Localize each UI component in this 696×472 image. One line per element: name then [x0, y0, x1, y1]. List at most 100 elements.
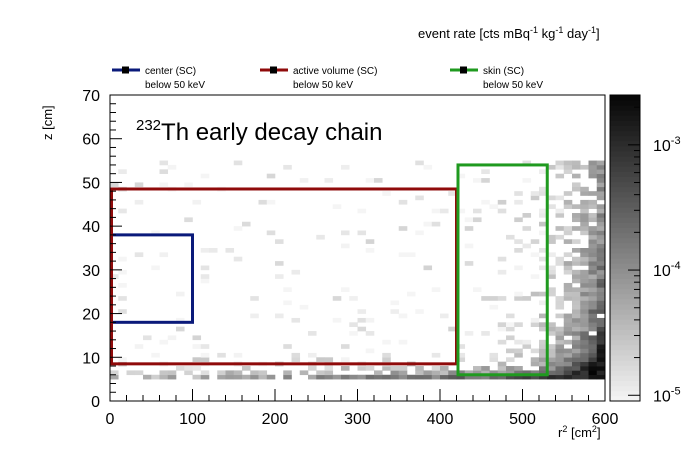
heatmap-cell	[555, 313, 565, 319]
heatmap-cell	[415, 195, 424, 201]
heatmap-cell	[547, 239, 556, 244]
heatmap-cell	[398, 374, 408, 380]
heatmap-cell	[473, 217, 482, 223]
heatmap-cell	[365, 331, 375, 336]
heatmap-cell	[572, 361, 581, 367]
heatmap-cell	[440, 366, 449, 371]
heatmap-cell	[563, 230, 573, 236]
heatmap-cell	[539, 265, 548, 271]
heatmap-cell	[572, 370, 581, 376]
heatmap-cell	[431, 287, 441, 293]
heatmap-cell	[588, 282, 598, 288]
heatmap-cell	[580, 213, 589, 218]
heatmap-cell	[382, 191, 391, 196]
heatmap-cell	[563, 322, 573, 327]
y-tick-label: 70	[82, 88, 100, 105]
heatmap-cell	[588, 309, 598, 314]
heatmap-cell	[530, 322, 540, 327]
heatmap-cell	[530, 291, 540, 297]
heatmap-cell	[563, 239, 573, 244]
heatmap-cell	[530, 374, 540, 380]
y-axis-title: z [cm]	[40, 105, 55, 140]
heatmap-cell	[398, 370, 408, 376]
heatmap-cell	[572, 213, 581, 218]
heatmap-cell	[572, 339, 581, 345]
heatmap-cell	[588, 335, 598, 341]
heatmap-cell	[580, 252, 589, 258]
heatmap-cell	[572, 366, 581, 371]
heatmap-cell	[563, 348, 573, 354]
heatmap-cell	[398, 252, 408, 258]
heatmap-cell	[539, 370, 548, 376]
heatmap-cell	[159, 182, 169, 188]
heatmap-cell	[580, 339, 589, 345]
heatmap-cell	[555, 160, 565, 166]
heatmap-cell	[110, 374, 119, 380]
heatmap-cell	[539, 208, 548, 214]
heatmap-cell	[299, 178, 309, 183]
color-scale-step	[610, 115, 640, 121]
heatmap-cell	[522, 213, 532, 218]
heatmap-cell	[572, 278, 581, 284]
heatmap-cell	[341, 344, 350, 349]
heatmap-cell	[489, 296, 499, 301]
heatmap-cell	[506, 335, 515, 341]
heatmap-cell	[200, 248, 210, 253]
heatmap-cell	[572, 326, 581, 332]
heatmap-cell	[357, 317, 367, 323]
heatmap-cell	[563, 326, 573, 332]
heatmap-cell	[588, 296, 598, 301]
heatmap-cell	[398, 199, 408, 205]
heatmap-cell	[596, 361, 606, 367]
heatmap-cell	[200, 274, 210, 279]
heatmap-cell	[596, 370, 606, 376]
heatmap-cell	[547, 352, 556, 358]
heatmap-cell	[580, 300, 589, 306]
heatmap-cell	[588, 274, 598, 279]
heatmap-cell	[588, 374, 598, 380]
heatmap-cell	[555, 256, 565, 262]
heatmap-cell	[382, 339, 391, 345]
heatmap-cell	[596, 322, 606, 327]
heatmap-cell	[332, 204, 342, 209]
heatmap-cell	[596, 348, 606, 354]
x-tick-label: 600	[592, 411, 619, 428]
heatmap-cell	[563, 317, 573, 323]
color-scale-step	[610, 385, 640, 392]
color-scale-step	[610, 360, 640, 366]
heatmap-cell	[159, 169, 169, 174]
heatmap-cell	[596, 256, 606, 262]
heatmap-cell	[539, 291, 548, 297]
heatmap-cell	[596, 226, 606, 231]
heatmap-cell	[572, 296, 581, 301]
heatmap-cell	[291, 357, 301, 362]
heatmap-cell	[588, 265, 598, 271]
heatmap-cell	[266, 374, 276, 380]
heatmap-cell	[184, 182, 193, 188]
heatmap-cell	[572, 357, 581, 362]
heatmap-cell	[588, 234, 598, 240]
heatmap-cell	[596, 269, 606, 275]
heatmap-cell	[464, 261, 474, 266]
heatmap-cell	[572, 291, 581, 297]
heatmap-cell	[596, 282, 606, 288]
heatmap-cell	[596, 374, 606, 380]
heatmap-cell	[283, 164, 292, 170]
heatmap-cell	[580, 304, 589, 310]
color-scale-step	[610, 319, 640, 325]
heatmap-cell	[407, 291, 416, 297]
heatmap-cell	[530, 348, 540, 354]
heatmap-cell	[555, 335, 565, 341]
heatmap-cell	[588, 317, 598, 323]
heatmap-cell	[514, 370, 523, 376]
heatmap-cell	[596, 317, 606, 323]
color-scale-step	[610, 237, 640, 244]
color-scale-step	[610, 161, 640, 167]
heatmap-cell	[357, 309, 367, 314]
heatmap-cell	[275, 261, 284, 266]
heatmap-cell	[506, 374, 515, 380]
heatmap-cell	[572, 331, 581, 336]
heatmap-cell	[242, 374, 251, 380]
heatmap-cell	[456, 370, 466, 376]
